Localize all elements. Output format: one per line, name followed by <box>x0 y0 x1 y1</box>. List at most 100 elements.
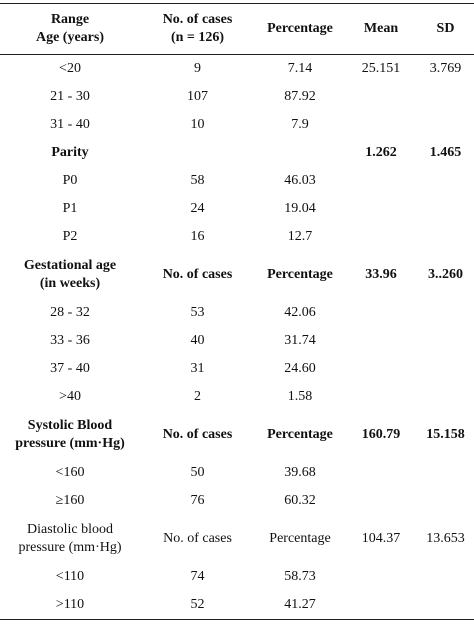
table-cell <box>417 383 474 411</box>
data-table: Range Age (years) No. of cases (n = 126) P… <box>0 3 474 620</box>
table-cell <box>345 167 417 195</box>
table-cell: 3..260 <box>428 267 463 282</box>
table-row: <160 50 39.68 <box>0 459 474 487</box>
table-cell: 12.7 <box>287 229 313 244</box>
table-cell <box>417 195 474 223</box>
table-cell <box>140 139 255 167</box>
table-cell <box>255 139 345 167</box>
table-cell: 40 <box>190 333 205 348</box>
table-row: P1 24 19.04 <box>0 195 474 223</box>
table-row: <110 74 58.73 <box>0 563 474 591</box>
table-cell: 46.03 <box>284 173 316 188</box>
table-cell <box>345 195 417 223</box>
table-cell: Percentage <box>267 427 333 442</box>
table-cell: 33.96 <box>365 267 397 282</box>
table-cell: 15.158 <box>426 427 465 442</box>
table-cell: 25.151 <box>361 61 401 76</box>
table-cell: 52 <box>140 591 255 620</box>
table-row: >40 2 1.58 <box>0 383 474 411</box>
table-row: P2 16 12.7 <box>0 223 474 251</box>
table-cell <box>417 487 474 515</box>
table-cell <box>345 299 417 327</box>
table-row: P0 58 46.03 <box>0 167 474 195</box>
table-cell: Percentage <box>269 531 331 546</box>
table-cell: P0 <box>62 173 78 188</box>
table-cell: 24 <box>190 201 205 216</box>
table-cell: 7.9 <box>291 117 309 132</box>
header-cell: SD <box>417 3 474 55</box>
table-cell <box>417 223 474 251</box>
table-cell: 21 - 30 <box>50 89 90 104</box>
table-cell <box>345 383 417 411</box>
table-row: <20 9 7.14 25.151 3.769 <box>0 55 474 84</box>
table-cell: <160 <box>55 465 85 480</box>
table-cell: 160.79 <box>361 427 401 442</box>
table-cell: 1.465 <box>429 145 462 160</box>
table-row: 21 - 30 107 87.92 <box>0 83 474 111</box>
table-cell <box>417 327 474 355</box>
table-cell <box>345 111 417 139</box>
table-cell: Systolic Blood pressure (mm·Hg) <box>15 418 125 451</box>
table-cell <box>417 299 474 327</box>
table-cell: >110 <box>0 591 140 620</box>
table-cell: No. of cases <box>162 267 233 282</box>
table-cell <box>345 591 417 620</box>
table-cell: Gestational age (in weeks) <box>23 258 117 291</box>
header-cell: Range Age (years) <box>0 3 140 55</box>
table-row: Systolic Blood pressure (mm·Hg) No. of ca… <box>0 411 474 459</box>
table-cell: 16 <box>190 229 205 244</box>
table-cell: 58.73 <box>284 569 316 584</box>
table-cell <box>345 83 417 111</box>
header-cell: No. of cases (n = 126) <box>140 3 255 55</box>
table-cell: Percentage <box>267 267 333 282</box>
header-row: Range Age (years) No. of cases (n = 126) P… <box>0 3 474 55</box>
page: Range Age (years) No. of cases (n = 126) P… <box>0 3 474 625</box>
table-cell <box>417 111 474 139</box>
table-cell: 33 - 36 <box>50 333 90 348</box>
table-cell: Diastolic blood pressure (mm·Hg) <box>18 522 122 555</box>
table-cell: <110 <box>55 569 85 584</box>
table-row: Gestational age (in weeks) No. of cases Pe… <box>0 251 474 299</box>
table-cell: 87.92 <box>284 89 316 104</box>
table-cell: 24.60 <box>284 361 316 376</box>
table-row: Diastolic blood pressure (mm·Hg) No. of c… <box>0 515 474 563</box>
table-body: <20 9 7.14 25.151 3.769 21 - 30 107 87.92 31 - 4… <box>0 55 474 620</box>
table-cell: 28 - 32 <box>50 305 90 320</box>
table-cell: 1.58 <box>287 389 313 404</box>
table-cell: 107 <box>187 89 208 104</box>
table-header: Range Age (years) No. of cases (n = 126) P… <box>0 3 474 55</box>
table-cell <box>345 223 417 251</box>
table-cell <box>345 487 417 515</box>
table-row: 28 - 32 53 42.06 <box>0 299 474 327</box>
table-cell: P1 <box>62 201 78 216</box>
table-cell <box>345 563 417 591</box>
table-cell: No. of cases <box>162 427 233 442</box>
table-cell: P2 <box>62 229 78 244</box>
table-cell: 42.06 <box>284 305 316 320</box>
table-row: 37 - 40 31 24.60 <box>0 355 474 383</box>
table-cell <box>417 83 474 111</box>
table-cell <box>417 355 474 383</box>
table-row: ≥160 76 60.32 <box>0 487 474 515</box>
table-cell: 19.04 <box>284 201 316 216</box>
table-cell: 60.32 <box>284 493 316 508</box>
table-row: 31 - 40 10 7.9 <box>0 111 474 139</box>
table-row: >110 52 41.27 <box>0 591 474 620</box>
table-cell <box>417 563 474 591</box>
table-cell <box>417 591 474 620</box>
table-cell <box>345 327 417 355</box>
table-cell: 104.37 <box>361 531 401 546</box>
table-cell: 39.68 <box>284 465 316 480</box>
table-cell <box>345 459 417 487</box>
table-cell: 13.653 <box>426 531 465 546</box>
table-cell: ≥160 <box>55 493 85 508</box>
table-cell: 1.262 <box>365 145 397 160</box>
table-cell: 31.74 <box>284 333 316 348</box>
table-cell: 53 <box>190 305 205 320</box>
table-cell: >40 <box>59 389 81 404</box>
header-cell: Mean <box>345 3 417 55</box>
table-cell: No. of cases <box>163 531 232 546</box>
header-cell: Percentage <box>255 3 345 55</box>
table-cell: 2 <box>194 389 201 404</box>
table-cell <box>345 355 417 383</box>
